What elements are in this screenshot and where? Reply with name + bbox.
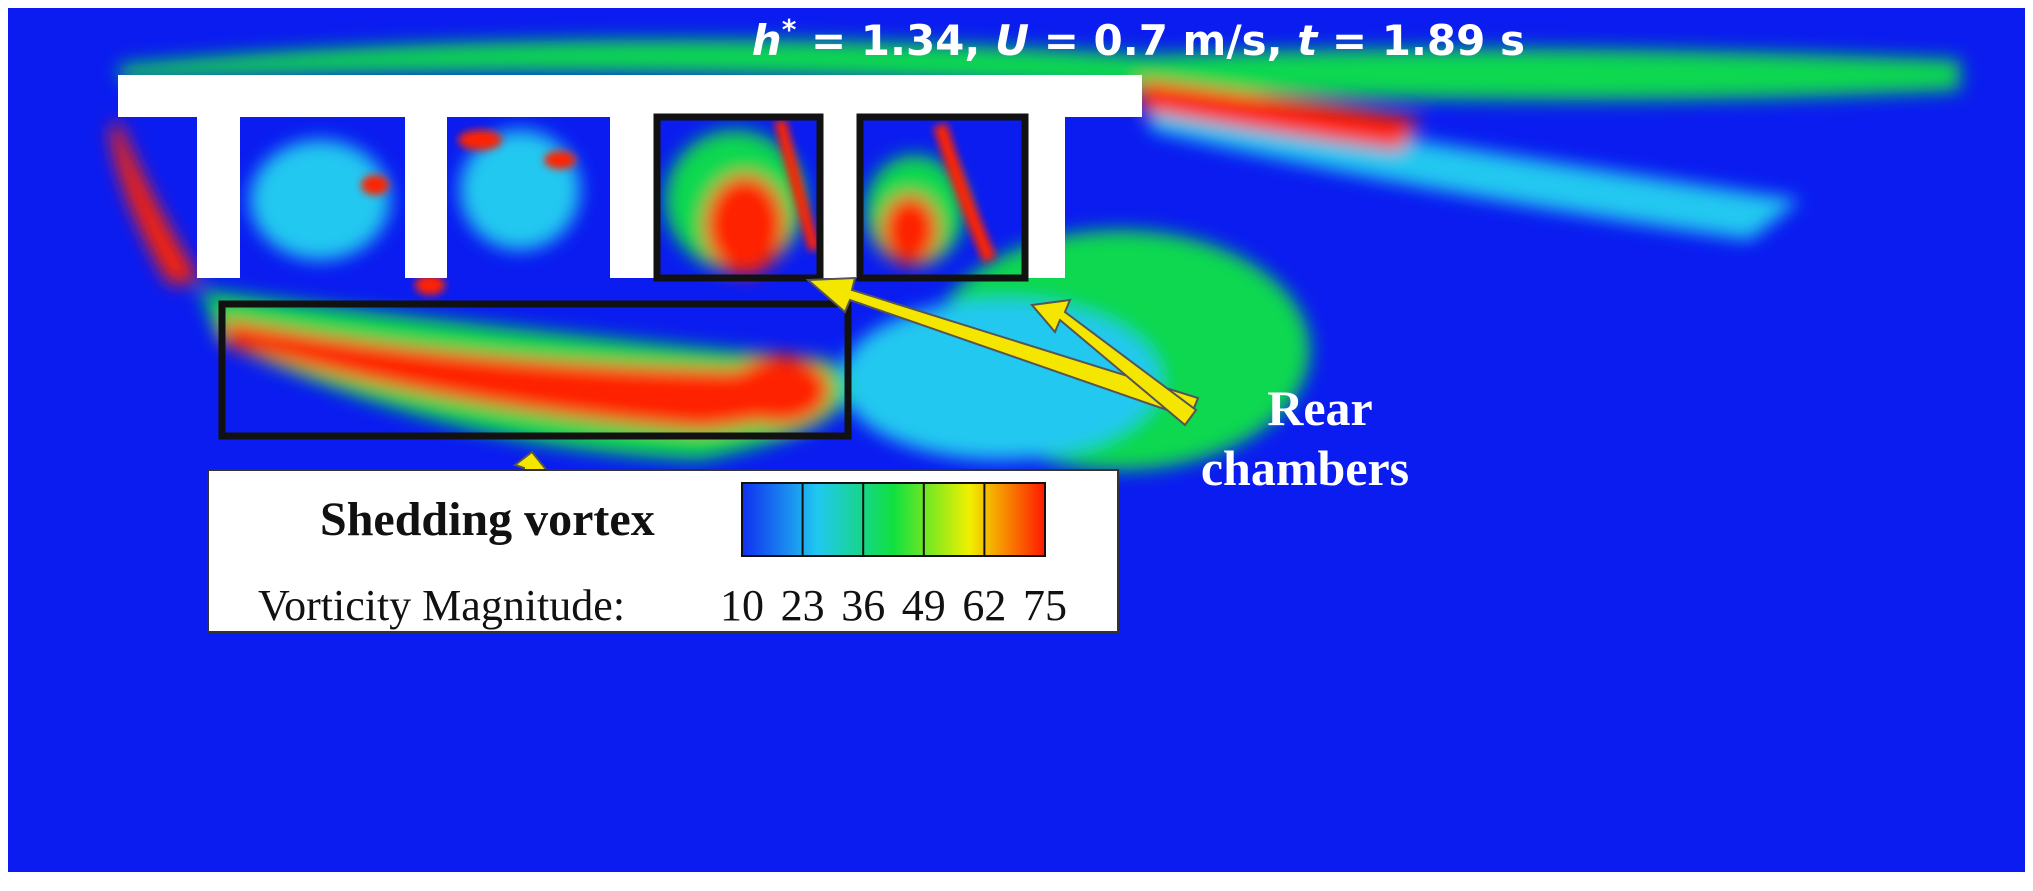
caption-part: t (1297, 16, 1319, 65)
vorticity-streaks (361, 118, 997, 295)
vorticity-contours (110, 39, 1960, 470)
caption-part: = 0.7 m/s, (1029, 16, 1297, 65)
colorbar-tick-label: 10 (720, 581, 764, 630)
rear-label: Rear (1267, 380, 1373, 436)
colorbar-tick-label: 49 (902, 581, 946, 630)
highlight-boxes (218, 113, 1029, 440)
caption: h* = 1.34, U = 0.7 m/s, t = 1.89 s (752, 13, 1525, 66)
rear-label: chambers (1201, 440, 1409, 496)
caption-part: = 1.89 s (1317, 16, 1525, 65)
colorbar (741, 482, 1046, 557)
colorbar-tick-label: 23 (781, 581, 825, 630)
caption-part: h (752, 16, 782, 65)
caption-part: * (782, 13, 797, 46)
caption-part: = 1.34, (796, 16, 995, 65)
colorbar-tick-label: 75 (1023, 581, 1067, 630)
bridge-deck (118, 75, 1142, 278)
shedding-label: Shedding vortex (320, 493, 655, 546)
caption-part: U (995, 16, 1029, 65)
colorbar-title: Vorticity Magnitude: (258, 581, 625, 630)
colorbar-tick-label: 62 (962, 581, 1006, 630)
colorbar-tick-label: 36 (841, 581, 885, 630)
